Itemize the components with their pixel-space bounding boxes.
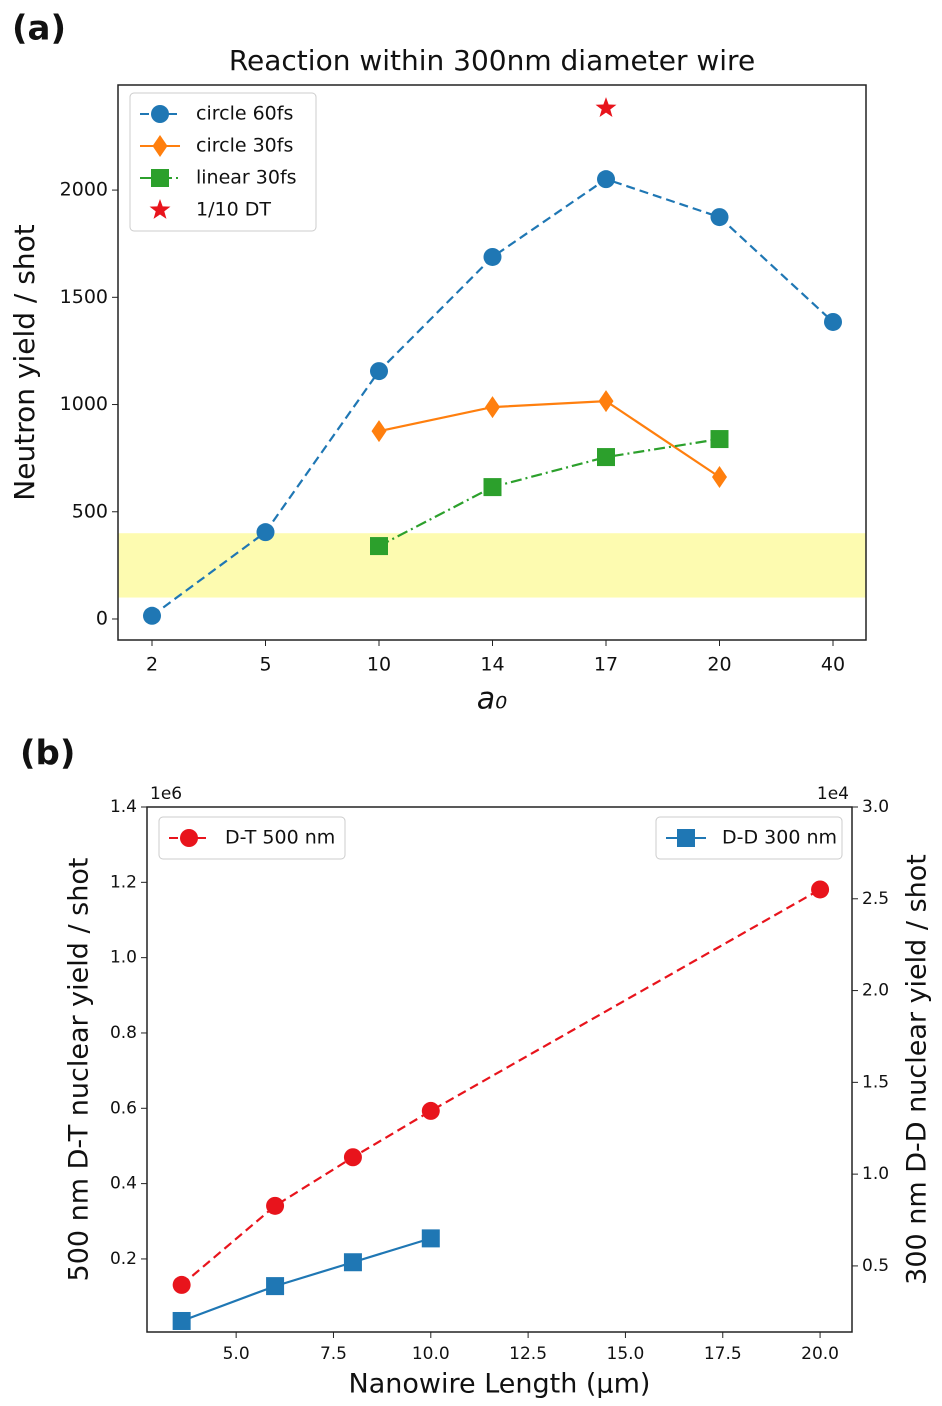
x-axis-label: a₀ <box>477 682 507 717</box>
marker <box>483 478 502 497</box>
marker <box>370 537 388 556</box>
x-tick-label: 17.5 <box>704 1344 742 1364</box>
marker <box>266 1277 285 1296</box>
x-tick-label: 14 <box>480 654 504 676</box>
y-axis-label: Neutron yield / shot <box>8 224 41 500</box>
y-tick-label: 0.8 <box>110 1023 137 1043</box>
marker <box>151 105 169 123</box>
marker <box>597 448 615 467</box>
marker <box>597 170 615 189</box>
series-line <box>180 888 821 1286</box>
y-tick-label: 2000 <box>60 179 108 201</box>
y2-tick-label: 1.5 <box>862 1072 889 1092</box>
plot-frame <box>146 806 853 1333</box>
marker <box>343 1148 362 1167</box>
legend-label: linear 30fs <box>196 167 297 189</box>
panel-label: (a) <box>12 9 66 49</box>
y-tick-label: 0 <box>96 607 108 629</box>
y-tick-label: 1500 <box>60 286 108 308</box>
marker <box>811 880 830 899</box>
y2-tick-label: 0.5 <box>862 1256 889 1276</box>
y-axis-label: 500 nm D-T nuclear yield / shot <box>64 858 95 1282</box>
x-tick-label: 15.0 <box>607 1344 645 1364</box>
y2-axis-label: 300 nm D-D nuclear yield / shot <box>902 854 933 1285</box>
x-tick-label: 10 <box>367 654 391 676</box>
y-tick-label: 1000 <box>60 393 108 415</box>
marker <box>151 169 169 187</box>
marker <box>677 829 695 847</box>
y-tick-label: 0.2 <box>110 1249 137 1269</box>
marker <box>370 362 388 381</box>
x-tick-label: 20.0 <box>801 1344 839 1364</box>
legend-box <box>158 816 346 860</box>
marker <box>371 420 387 443</box>
x-tick-label: 10.0 <box>412 1344 450 1364</box>
x-tick-label: 40 <box>821 654 845 676</box>
y-offset-label: 1e6 <box>150 784 182 804</box>
series-line <box>378 437 720 548</box>
legend-label: circle 30fs <box>196 135 293 157</box>
marker <box>172 1275 191 1294</box>
y-tick-label: 500 <box>72 500 108 522</box>
x-tick-label: 2 <box>146 654 158 676</box>
x-tick-label: 7.5 <box>320 1344 347 1364</box>
marker <box>421 1229 440 1248</box>
y-tick-label: 0.6 <box>110 1098 137 1118</box>
chart-title: Reaction within 300nm diameter wire <box>229 44 755 77</box>
y2-tick-label: 2.5 <box>862 889 889 909</box>
marker <box>256 523 275 542</box>
marker <box>421 1101 440 1120</box>
marker <box>595 97 617 118</box>
panel-label: (b) <box>20 734 75 774</box>
y-tick-label: 1.2 <box>110 872 137 892</box>
y-tick-label: 0.4 <box>110 1174 137 1194</box>
marker <box>598 390 614 413</box>
marker <box>485 396 500 419</box>
y2-offset-label: 1e4 <box>817 784 849 804</box>
series-line <box>181 1237 432 1323</box>
y2-tick-label: 2.0 <box>862 981 889 1001</box>
marker <box>266 1196 285 1215</box>
marker <box>712 466 727 489</box>
x-tick-label: 5 <box>259 654 271 676</box>
marker <box>152 135 168 157</box>
x-tick-label: 12.5 <box>509 1344 547 1364</box>
legend-label: D-T 500 nm <box>225 827 335 849</box>
legend-label: circle 60fs <box>196 103 293 125</box>
x-tick-label: 20 <box>707 654 731 676</box>
x-tick-label: 5.0 <box>223 1344 250 1364</box>
legend-box <box>655 816 843 860</box>
marker <box>824 312 842 331</box>
marker <box>149 199 171 219</box>
series-line <box>378 399 721 478</box>
x-axis-label: Nanowire Length (μm) <box>349 1369 651 1400</box>
marker <box>143 606 161 625</box>
legend-box <box>129 92 317 232</box>
legend-label: D-D 300 nm <box>722 827 837 849</box>
marker <box>180 829 198 847</box>
y-tick-label: 1.4 <box>110 797 137 817</box>
y2-tick-label: 1.0 <box>862 1164 889 1184</box>
legend-label: 1/10 DT <box>196 199 271 221</box>
x-tick-label: 17 <box>594 654 618 676</box>
marker <box>343 1253 362 1272</box>
marker <box>172 1311 191 1330</box>
y2-tick-label: 3.0 <box>862 797 889 817</box>
marker <box>710 430 729 449</box>
band <box>118 533 866 598</box>
marker <box>710 208 729 227</box>
y-tick-label: 1.0 <box>110 948 137 968</box>
marker <box>483 247 502 266</box>
